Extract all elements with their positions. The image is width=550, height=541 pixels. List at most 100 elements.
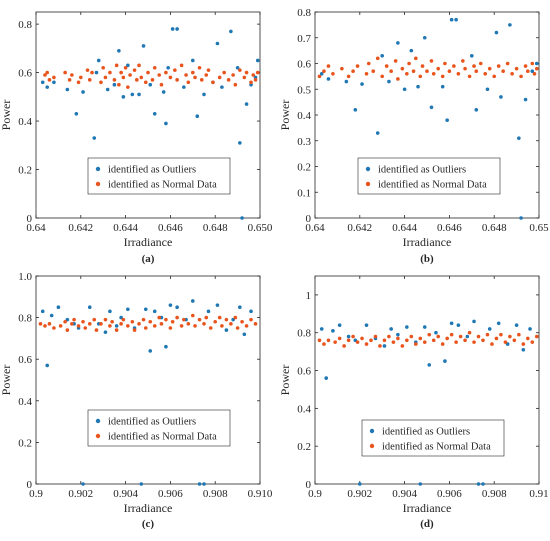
- data-point: [443, 61, 447, 66]
- data-point: [126, 307, 130, 312]
- data-point: [322, 342, 326, 346]
- data-point: [342, 344, 346, 348]
- data-point: [351, 334, 355, 339]
- data-point: [445, 336, 449, 341]
- data-point: [213, 319, 217, 324]
- data-point: [52, 80, 56, 85]
- data-point: [470, 53, 474, 58]
- data-point: [123, 65, 128, 70]
- data-point: [355, 64, 360, 68]
- panel-label: (c): [142, 518, 155, 530]
- data-point: [481, 338, 485, 343]
- data-point: [355, 340, 360, 344]
- data-point: [530, 69, 535, 74]
- data-point: [418, 482, 423, 486]
- y-tick-label: 0.1: [297, 187, 311, 199]
- legend-marker: [95, 433, 101, 439]
- data-point: [233, 82, 238, 87]
- data-point: [173, 68, 177, 72]
- x-axis-label: Irradiance: [124, 501, 173, 515]
- data-point: [217, 315, 222, 320]
- data-point: [235, 326, 240, 330]
- x-tick-label: 0.642: [347, 222, 372, 234]
- data-point: [242, 332, 247, 337]
- data-point: [375, 131, 380, 135]
- data-point: [164, 70, 168, 75]
- data-point: [384, 64, 389, 68]
- data-point: [81, 319, 85, 324]
- data-point: [337, 336, 342, 341]
- data-point: [45, 363, 49, 368]
- data-point: [396, 77, 400, 81]
- y-tick-label: 0: [27, 479, 33, 491]
- data-point: [240, 319, 244, 324]
- data-point: [191, 70, 195, 75]
- legend: identified as Outliers identified as Norm…: [87, 157, 231, 195]
- y-tick-label: 0.4: [297, 110, 311, 122]
- series-normal-data: [38, 313, 258, 332]
- data-point: [364, 72, 369, 76]
- data-point: [369, 338, 373, 343]
- data-point: [436, 66, 441, 71]
- data-point: [43, 73, 47, 77]
- data-point: [380, 53, 385, 58]
- data-point: [391, 340, 396, 344]
- data-point: [523, 64, 528, 68]
- x-tick-label: 0.904: [392, 488, 417, 500]
- data-point: [405, 325, 409, 329]
- data-point: [222, 70, 226, 75]
- data-point: [418, 336, 423, 341]
- data-point: [182, 85, 186, 89]
- data-point: [175, 315, 179, 320]
- x-tick-label: 0.648: [482, 222, 507, 234]
- series-normal-data: [317, 56, 539, 81]
- data-point: [407, 61, 411, 66]
- legend: identified as Outliers identified as Norm…: [357, 157, 501, 195]
- x-tick-label: 0.64: [305, 222, 325, 234]
- legend-box: [87, 409, 231, 447]
- data-point: [152, 324, 157, 328]
- data-point: [472, 64, 476, 68]
- data-point: [534, 334, 539, 339]
- legend-marker: [365, 181, 371, 187]
- x-tick-label: 0.646: [158, 222, 183, 234]
- data-point: [440, 342, 445, 346]
- data-point: [56, 305, 61, 310]
- plot-frame: [314, 275, 540, 485]
- data-point: [229, 322, 233, 326]
- data-point: [112, 82, 117, 87]
- data-point: [83, 326, 88, 330]
- data-point: [414, 56, 418, 61]
- data-point: [449, 332, 454, 337]
- data-point: [191, 58, 195, 63]
- y-tick-label: 0.6: [297, 59, 311, 71]
- data-point: [360, 82, 364, 86]
- data-point: [396, 336, 400, 341]
- data-point: [45, 70, 49, 75]
- y-tick-label: 0.4: [18, 116, 32, 128]
- data-point: [244, 102, 249, 106]
- data-point: [472, 340, 476, 344]
- data-point: [103, 317, 108, 322]
- data-point: [175, 78, 179, 82]
- data-point: [528, 327, 532, 331]
- data-point: [351, 69, 355, 74]
- data-point: [476, 482, 481, 486]
- data-point: [526, 336, 530, 341]
- legend-entry: identified as Normal Data: [378, 180, 487, 191]
- data-point: [425, 69, 429, 74]
- data-point: [193, 324, 197, 328]
- data-point: [128, 73, 132, 77]
- data-point: [186, 322, 191, 326]
- data-point: [499, 95, 503, 99]
- data-point: [449, 17, 454, 22]
- y-tick-label: 0.4: [297, 403, 311, 415]
- data-point: [58, 324, 63, 328]
- data-point: [197, 65, 202, 70]
- data-point: [324, 376, 329, 380]
- data-point: [400, 66, 405, 71]
- data-point: [139, 482, 144, 486]
- y-tick-label: 0.7: [297, 33, 311, 45]
- data-point: [132, 328, 137, 332]
